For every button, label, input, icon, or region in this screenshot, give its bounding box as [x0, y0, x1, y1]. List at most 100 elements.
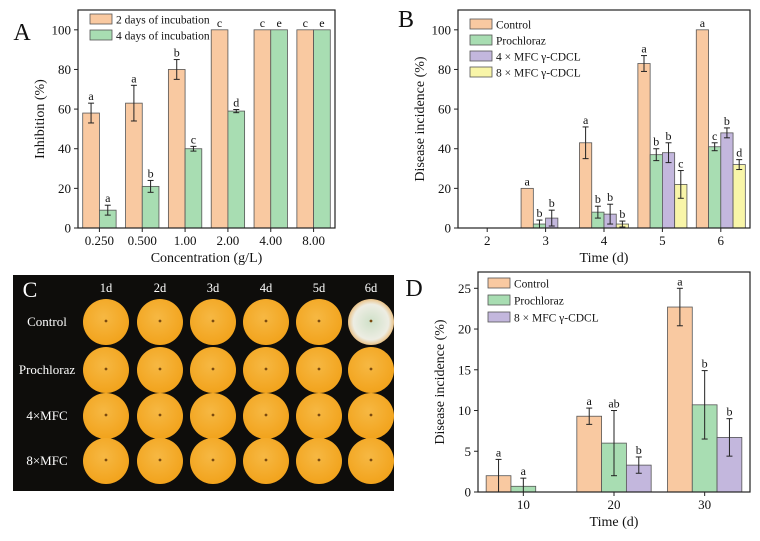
bar — [184, 148, 203, 229]
fruit-wound-mark — [317, 319, 321, 323]
legend-label: Prochloraz — [496, 36, 546, 48]
bar — [732, 164, 746, 229]
significance-label: c — [191, 132, 196, 146]
significance-label: a — [521, 464, 527, 478]
significance-label: c — [303, 16, 308, 30]
significance-label: d — [736, 146, 742, 160]
x-tick-label: 2.00 — [217, 233, 240, 248]
legend-label: 8 × MFC γ-CDCL — [514, 313, 599, 325]
x-tick-label: 30 — [698, 497, 711, 512]
y-tick-label: 5 — [465, 444, 472, 459]
legend-swatch — [487, 277, 511, 289]
legend-swatch — [469, 34, 493, 46]
significance-label: a — [525, 174, 531, 188]
significance-label: c — [712, 129, 717, 143]
significance-label: d — [233, 95, 239, 109]
bar — [662, 152, 676, 229]
day-column-label: 6d — [365, 281, 378, 295]
fruit-wound-mark — [104, 458, 108, 462]
fruit-wound-mark — [369, 458, 373, 462]
bar — [708, 146, 722, 229]
fruit-wound-mark — [369, 367, 373, 371]
x-tick-label: 2 — [484, 233, 491, 248]
fruit-wound-mark — [317, 413, 321, 417]
legend-label: 4 days of incubation — [116, 31, 210, 43]
bar — [296, 29, 314, 229]
panel-letter: C — [23, 277, 38, 302]
bar — [667, 306, 693, 493]
fruit-wound-mark — [104, 413, 108, 417]
significance-label: b — [666, 129, 672, 143]
x-tick-label: 0.250 — [85, 233, 114, 248]
bar — [270, 29, 288, 229]
x-tick-label: 4 — [601, 233, 608, 248]
x-axis-title: Time (d) — [590, 515, 639, 530]
fruit-wound-mark — [104, 319, 108, 323]
fruit-wound-mark — [158, 413, 162, 417]
panel-letter: A — [13, 20, 31, 46]
legend-swatch — [487, 294, 511, 306]
legend-swatch — [89, 29, 113, 41]
significance-label: b — [536, 206, 542, 220]
y-tick-label: 40 — [58, 141, 71, 156]
significance-label: a — [677, 274, 683, 288]
y-tick-label: 80 — [438, 62, 451, 77]
legend-label: Prochloraz — [514, 296, 564, 308]
significance-label: a — [700, 16, 706, 30]
bar — [125, 102, 143, 229]
day-column-label: 2d — [154, 281, 167, 295]
chart-panel-d: Da a a a ab b b b 0 5 10 15 20 25 10 20 30 Time (d) Diseas… — [405, 271, 751, 530]
y-tick-label: 100 — [432, 22, 452, 37]
bar — [313, 29, 331, 229]
significance-label: c — [260, 16, 265, 30]
significance-label: e — [319, 16, 324, 30]
significance-label: e — [276, 16, 281, 30]
fruit-wound-mark — [104, 367, 108, 371]
significance-label: a — [641, 42, 647, 56]
x-axis-title: Concentration (g/L) — [151, 251, 263, 266]
bar — [720, 132, 734, 229]
y-axis-title: Disease incidence (%) — [413, 56, 428, 181]
bar — [227, 110, 246, 229]
x-tick-label: 3 — [542, 233, 549, 248]
legend-label: 8 × MFC γ-CDCL — [496, 68, 581, 80]
y-tick-label: 15 — [458, 362, 471, 377]
significance-label: a — [583, 113, 589, 127]
y-tick-label: 80 — [58, 62, 71, 77]
significance-label: b — [595, 192, 601, 206]
x-axis-title: Time (d) — [580, 251, 629, 266]
y-tick-label: 25 — [458, 281, 471, 296]
significance-label: c — [678, 157, 683, 171]
y-axis-title: Disease incidence (%) — [433, 319, 448, 444]
y-tick-label: 0 — [465, 485, 472, 500]
significance-label: b — [726, 405, 732, 419]
bar — [253, 29, 272, 229]
legend-label: 4 × MFC γ-CDCL — [496, 52, 581, 64]
bar — [210, 29, 229, 229]
fruit-wound-mark — [211, 319, 215, 323]
significance-label: b — [724, 114, 730, 128]
photo-grid: C 1d 2d 3d 4d 5d 6d Control Prochloraz 4×MFC 8×MFC — [19, 277, 394, 484]
fruit-wound-mark — [264, 413, 268, 417]
day-column-label: 5d — [313, 281, 326, 295]
y-tick-label: 0 — [445, 221, 452, 236]
fruit-wound-mark — [369, 319, 373, 323]
chart-panel-a: Aa a b c c c a b c d e e 0 20 40 60 80 100 0.250 0.500 1.00 2… — [13, 9, 336, 266]
bar — [520, 187, 534, 229]
y-tick-label: 20 — [438, 181, 451, 196]
day-column-label: 3d — [207, 281, 220, 295]
significance-label: ab — [608, 397, 619, 411]
y-tick-label: 60 — [58, 102, 71, 117]
legend-swatch — [469, 50, 493, 62]
day-column-label: 4d — [260, 281, 273, 295]
fruit-wound-mark — [264, 367, 268, 371]
x-tick-label: 8.00 — [302, 233, 325, 248]
bar — [82, 112, 100, 229]
x-tick-label: 1.00 — [174, 233, 197, 248]
fruit-wound-mark — [211, 367, 215, 371]
significance-label: b — [702, 357, 708, 371]
significance-label: b — [636, 443, 642, 457]
citrus-photo-panel: C 1d 2d 3d 4d 5d 6d Control Prochloraz 4×MFC 8×MFC — [13, 275, 394, 491]
